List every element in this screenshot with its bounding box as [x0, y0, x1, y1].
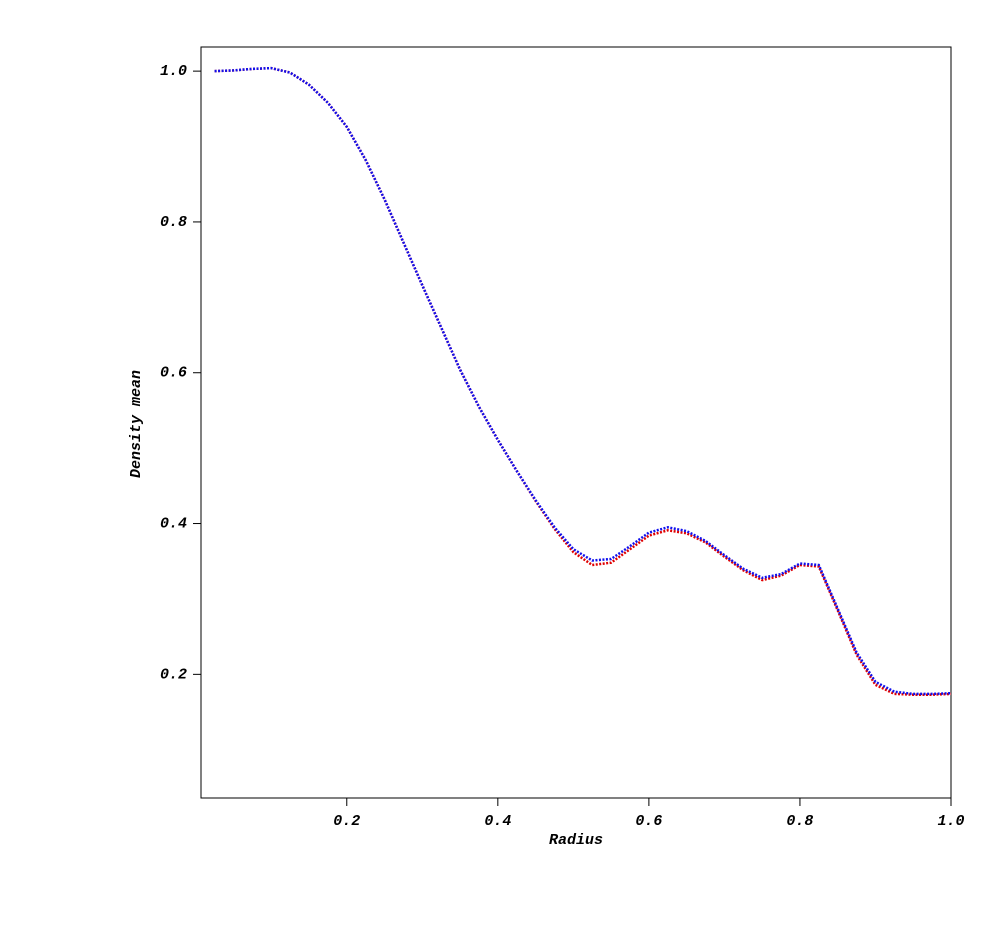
plot-frame [200, 46, 952, 799]
x-tick-label: 0.6 [635, 813, 662, 830]
y-tick-label: 0.2 [160, 666, 187, 683]
y-tick-label: 0.4 [160, 516, 187, 533]
y-axis-label: Density mean [128, 370, 145, 478]
x-tick-label: 1.0 [937, 813, 964, 830]
x-tick-label: 0.8 [786, 813, 813, 830]
x-axis-label: Radius [549, 832, 603, 849]
x-tick-label: 0.2 [333, 813, 360, 830]
y-tick-label: 0.6 [160, 365, 187, 382]
data-line [214, 66, 952, 696]
data-line [214, 66, 952, 696]
x-tick-label: 0.4 [484, 813, 511, 830]
y-tick-label: 0.8 [160, 214, 187, 231]
y-tick-label: 1.0 [160, 63, 187, 80]
